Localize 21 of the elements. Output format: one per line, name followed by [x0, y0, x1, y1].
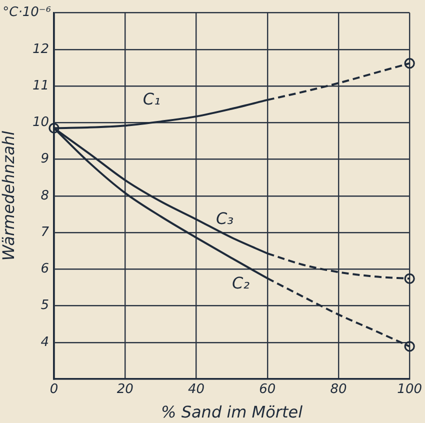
x-tick-label: 100 [397, 382, 422, 398]
y-tick-label: 5 [40, 298, 49, 314]
y-tick-label: 4 [40, 334, 49, 350]
y-tick-label: 9 [40, 152, 49, 167]
y-tick-label: 12 [32, 42, 49, 57]
y-tick-label: 8 [40, 188, 49, 204]
x-tick-label: 0 [50, 382, 58, 398]
y-tick-label: 7 [40, 224, 50, 240]
x-tick-label: 80 [330, 382, 347, 398]
x-tick-label: 40 [188, 382, 205, 398]
y-tick-label: 6 [40, 262, 49, 277]
y-tick-label: 10 [32, 115, 49, 130]
series-label: C₁ [142, 90, 160, 109]
x-axis-title: % Sand im Mörtel [161, 402, 304, 422]
y-axis-title: Wärmedehnzahl [0, 130, 18, 261]
series-label: C₂ [232, 273, 250, 292]
y-tick-label: 11 [32, 78, 49, 94]
text: °C·10⁻⁶ [2, 5, 51, 20]
series-label: C₃ [216, 208, 234, 228]
x-tick-label: 20 [116, 382, 134, 398]
x-tick-label: 60 [259, 382, 276, 398]
